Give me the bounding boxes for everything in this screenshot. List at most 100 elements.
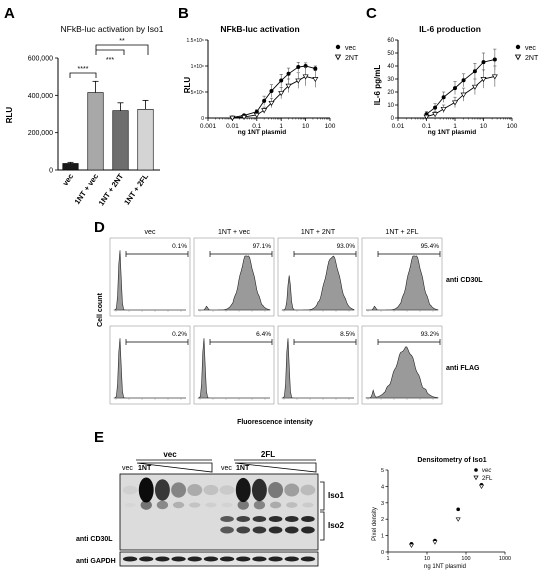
band-iso1-smear [253, 500, 266, 510]
band-iso1-smear [124, 503, 135, 507]
y-tick-label: 50 [387, 51, 394, 57]
x-tick-label: vec [61, 172, 76, 187]
panel-a-ylabel: RLU [5, 107, 14, 124]
data-point-vec [286, 71, 291, 76]
x-tick-label: 1 [386, 556, 389, 562]
band-iso1-smear [205, 502, 217, 508]
legend-label-2nt: 2NT [345, 55, 359, 62]
histogram-curve [366, 255, 439, 311]
data-point-2NT [278, 91, 285, 97]
band-iso2 [252, 526, 267, 534]
blot-cd30l-bands [122, 477, 316, 534]
band-iso2 [268, 526, 283, 534]
y-tick-label: 60 [387, 38, 394, 44]
data-point-2FL [455, 517, 461, 522]
histogram-curve [113, 338, 186, 399]
x-tick-label: 0.01 [226, 123, 239, 130]
group-label-2fl: 2FL [261, 450, 275, 459]
data-point-2NT [261, 108, 268, 114]
band-gapdh [236, 556, 251, 562]
data-point-2NT [440, 106, 447, 112]
bracket-1nt-2fl [95, 44, 149, 55]
data-point-vec [279, 78, 284, 83]
panel-b: B NFkB-luc activation RLU ng 1NT plasmid… [178, 5, 359, 136]
band-iso2 [220, 516, 234, 522]
significance-brackets [69, 44, 149, 78]
band-iso1 [138, 477, 154, 503]
blot-gapdh [119, 551, 319, 567]
gate-percentage: 0.1% [172, 243, 187, 250]
bracket-1nt-2nt [95, 49, 125, 55]
bar [112, 110, 129, 171]
y-tick-label: 0 [201, 116, 204, 122]
data-point-vec [313, 66, 318, 71]
histogram-curve [197, 338, 270, 399]
band-iso1 [235, 477, 251, 503]
panel-b-xlabel: ng 1NT plasmid [238, 129, 286, 136]
band-iso1-smear [221, 502, 233, 508]
significance-label: *** [106, 57, 114, 64]
legend-label-2nt: 2NT [525, 55, 539, 62]
band-gapdh [122, 556, 138, 562]
panel-c-legend: vec 2NT [514, 44, 539, 62]
panel-letter-b: B [178, 5, 189, 22]
band-gapdh [171, 556, 186, 562]
gate-percentage: 0.2% [172, 331, 187, 338]
x-tick-label: 100 [461, 556, 470, 562]
legend-marker-vec [474, 468, 478, 472]
panel-d-column-headers: vec 1NT + vec 1NT + 2NT 1NT + 2FL [145, 229, 419, 236]
lane-label-vec: vec [122, 465, 133, 472]
panel-a-bars [62, 80, 154, 171]
y-tick-label: 5×10⁵ [191, 90, 204, 96]
row-label-cd30l: anti CD30L [446, 277, 483, 284]
band-gapdh [139, 556, 154, 562]
data-point-vec [433, 105, 438, 110]
band-iso1 [268, 481, 284, 499]
panel-d-ylabel: Cell count [97, 292, 104, 327]
x-tick-label: 1000 [499, 556, 511, 562]
x-tick-label: 10 [302, 123, 310, 130]
densitometry-points [408, 482, 485, 549]
histogram-frame [277, 325, 359, 405]
data-point-2NT [253, 112, 260, 118]
y-tick-label: 30 [387, 77, 394, 83]
data-point-vec [441, 95, 446, 100]
band-gapdh [268, 556, 283, 562]
band-gapdh [300, 556, 316, 562]
column-header: 1NT + 2NT [301, 229, 336, 236]
band-iso2 [301, 526, 315, 534]
data-point-2NT [295, 78, 302, 84]
panel-b-legend: vec 2NT [334, 44, 359, 62]
histogram-curve [281, 338, 354, 399]
panel-a-yticks: 0 200,000 400,000 600,000 [28, 56, 58, 175]
data-point-vec [461, 78, 466, 83]
series-line-vec [232, 65, 316, 118]
data-point-vec [481, 60, 486, 65]
dose-wedge-vec [136, 462, 213, 473]
band-gapdh [155, 556, 170, 562]
band-iso1 [203, 484, 219, 496]
band-iso1 [171, 482, 187, 498]
densitometry-title: Densitometry of Iso1 [417, 457, 486, 464]
series-line-2NT [232, 75, 316, 119]
data-point-2NT [460, 92, 467, 98]
data-point-vec [456, 507, 460, 512]
band-gapdh [252, 556, 267, 562]
histogram-frame [109, 325, 191, 405]
data-point-2FL [408, 543, 415, 549]
y-tick-label: 0 [49, 168, 53, 175]
band-iso2 [301, 516, 315, 522]
gate-percentage: 6.4% [256, 331, 271, 338]
data-point-2NT [451, 100, 459, 106]
band-iso2 [268, 516, 283, 522]
row-label-flag: anti FLAG [446, 365, 480, 372]
band-label-iso2: Iso2 [328, 521, 345, 530]
data-point-vec [296, 65, 301, 70]
y-tick-label: 0 [381, 550, 384, 556]
band-iso1-smear [189, 502, 201, 508]
data-point-2NT [423, 114, 430, 120]
y-tick-label: 40 [387, 64, 394, 70]
lane-label-1nt: 1NT [138, 465, 152, 472]
